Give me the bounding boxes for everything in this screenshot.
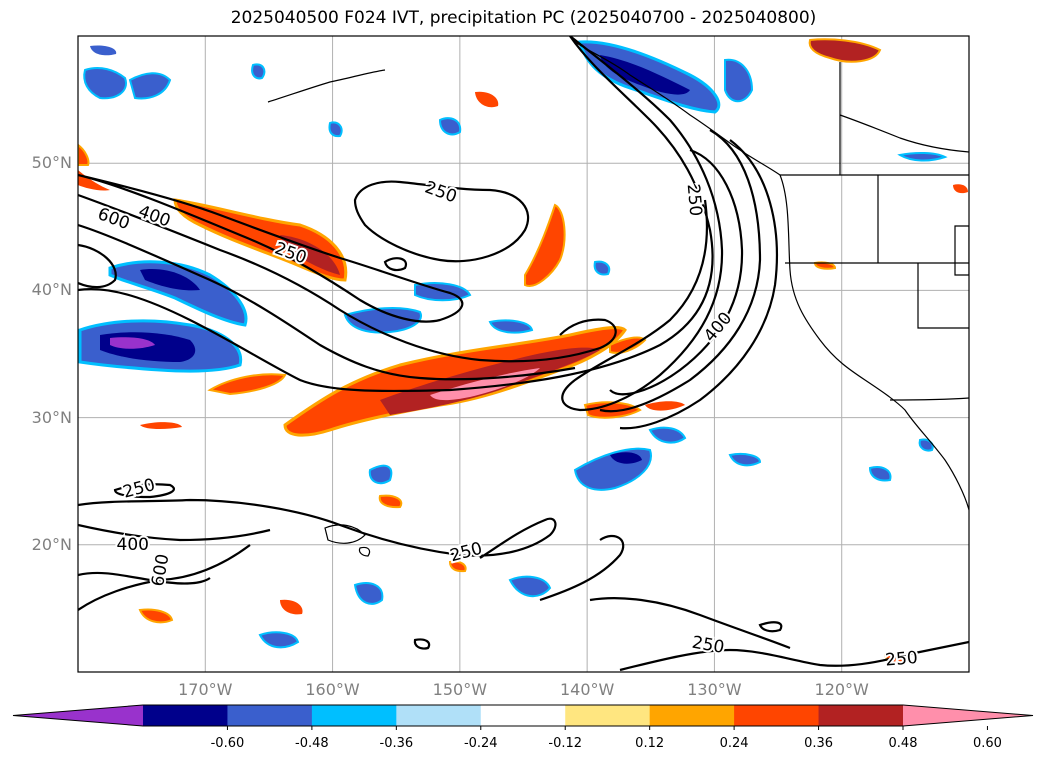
lat-label: 20°N [31, 534, 72, 554]
colorbar-segment [227, 705, 313, 726]
colorbar-extend-high [903, 705, 1033, 726]
lon-label: 140°W [559, 680, 615, 699]
lon-label: 150°W [432, 680, 488, 699]
lon-label: 120°W [814, 680, 869, 699]
colorbar-tick-label: -0.48 [295, 736, 329, 751]
negative-precip-blobs [78, 40, 948, 649]
colorbar-segment [143, 705, 228, 726]
colorbar-tick-label: 0.48 [888, 736, 918, 751]
colorbar-tick-label: -0.12 [548, 736, 583, 751]
lat-label: 40°N [31, 280, 72, 300]
colorbar-outline [12, 704, 1034, 727]
lon-label: 130°W [687, 680, 742, 699]
colorbar-segment [480, 705, 566, 726]
colorbar-tick-label: 0.24 [719, 736, 749, 751]
contour-label: 250 [683, 183, 706, 217]
colorbar-segment [565, 705, 651, 726]
ivt-contours [78, 36, 969, 672]
positive-precip-blobs [78, 38, 968, 665]
lat-label: 50°N [31, 153, 72, 173]
colorbar-segment [649, 705, 735, 726]
colorbar-tick-label: -0.60 [210, 736, 245, 751]
precip-band-upper [173, 198, 348, 282]
lat-label: 30°N [31, 407, 72, 427]
colorbar-segment [734, 705, 820, 726]
lon-label: 160°W [305, 680, 360, 699]
map-frame [77, 35, 970, 673]
colorbar-tick-label: -0.36 [379, 736, 414, 751]
contour-label: 250 [885, 648, 919, 671]
colorbar-segment [396, 705, 482, 726]
colorbar-tick-label: 0.36 [804, 736, 834, 751]
contour-label: 400 [117, 535, 149, 555]
colorbar [12, 704, 1034, 730]
colorbar-segment [311, 705, 397, 726]
map-title: 2025040500 F024 IVT, precipitation PC (2… [230, 8, 817, 28]
colorbar-tick-label: 0.60 [972, 736, 1002, 751]
coastlines [267, 41, 969, 557]
colorbar-extend-low [13, 705, 143, 726]
colorbar-tick-label: -0.24 [463, 736, 498, 751]
lon-label: 170°W [178, 680, 233, 699]
colorbar-segment [818, 705, 904, 726]
colorbar-tick-label: 0.12 [635, 736, 665, 751]
